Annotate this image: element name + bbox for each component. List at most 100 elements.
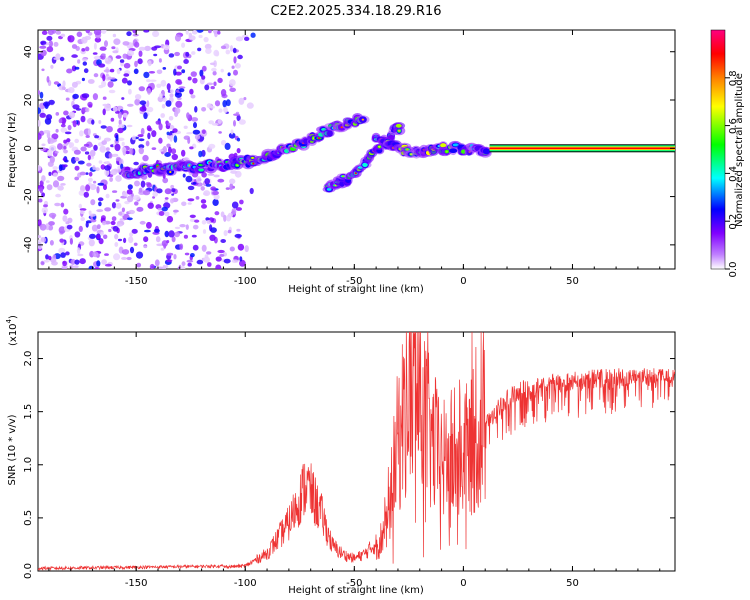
noise-blob	[84, 35, 91, 41]
noise-blob	[176, 97, 182, 100]
noise-blob	[100, 164, 106, 170]
track-core	[326, 188, 332, 191]
noise-blob	[101, 53, 106, 56]
noise-blob	[76, 31, 83, 38]
noise-blob	[183, 234, 188, 239]
noise-blob	[115, 199, 120, 202]
noise-blob	[81, 77, 85, 82]
noise-blob	[169, 89, 174, 93]
noise-blob	[192, 129, 201, 135]
noise-blob	[190, 117, 199, 122]
snr-marks	[38, 332, 675, 571]
track-peak	[406, 148, 409, 151]
noise-blob	[77, 160, 85, 165]
noise-blob	[249, 187, 254, 195]
noise-blob	[196, 176, 202, 184]
noise-blob	[88, 239, 95, 247]
noise-blob	[173, 209, 179, 213]
noise-blob	[102, 103, 108, 107]
noise-blob	[179, 224, 186, 228]
noise-blob	[89, 143, 93, 147]
noise-blob	[112, 225, 119, 232]
noise-blob	[164, 197, 169, 200]
noise-blob	[114, 143, 121, 152]
x-tick-label: -50	[346, 578, 362, 589]
track-core	[395, 123, 402, 128]
noise-blob	[238, 97, 245, 105]
noise-blob	[38, 132, 42, 141]
noise-blob	[135, 251, 144, 259]
noise-blob	[178, 86, 186, 89]
noise-blob	[123, 237, 127, 244]
y-tick-label: 0.0	[23, 563, 34, 579]
x-tick-label: -150	[125, 578, 148, 589]
noise-blob	[54, 151, 59, 154]
track-peak	[252, 162, 255, 165]
noise-blob	[189, 214, 196, 218]
noise-blob	[98, 84, 104, 89]
y-tick-label: 1.5	[23, 404, 34, 420]
noise-blob	[39, 223, 47, 231]
colorbar-label: Normalized spectral amplitude	[734, 73, 745, 227]
noise-blob	[79, 210, 85, 215]
noise-blob	[187, 137, 191, 144]
noise-blob	[195, 196, 200, 200]
noise-blob	[47, 137, 55, 144]
noise-blob	[74, 259, 80, 265]
noise-blob	[181, 201, 187, 207]
noise-blob	[156, 69, 163, 75]
noise-blob	[38, 119, 41, 127]
noise-blob	[231, 65, 235, 69]
noise-blob	[88, 210, 92, 215]
noise-blob	[58, 164, 63, 172]
noise-blob	[53, 81, 60, 85]
noise-blob	[227, 212, 233, 218]
y-tick-label: 0	[23, 145, 34, 151]
noise-blob	[85, 135, 90, 138]
noise-blob	[52, 172, 58, 178]
noise-blob	[117, 111, 122, 120]
noise-blob	[38, 235, 42, 239]
noise-blob	[104, 207, 112, 212]
noise-blob	[168, 116, 174, 121]
noise-blob	[166, 215, 174, 223]
noise-blob	[134, 94, 142, 100]
noise-blob	[55, 193, 61, 198]
noise-blob	[147, 60, 152, 67]
noise-blob	[72, 93, 79, 99]
noise-blob	[239, 199, 244, 205]
noise-blob	[161, 206, 168, 212]
noise-blob	[186, 132, 193, 135]
noise-blob	[39, 186, 43, 194]
noise-blob	[99, 145, 107, 153]
noise-blob	[43, 204, 48, 208]
noise-blob	[236, 148, 241, 154]
noise-blob	[146, 125, 152, 132]
noise-blob	[223, 214, 227, 222]
noise-blob	[88, 104, 93, 108]
noise-blob	[227, 229, 232, 234]
noise-blob	[228, 132, 236, 139]
noise-blob	[201, 129, 206, 134]
noise-blob	[136, 262, 142, 268]
noise-blob	[98, 120, 102, 124]
noise-blob	[217, 77, 223, 84]
noise-blob	[138, 144, 145, 149]
noise-blob	[143, 71, 150, 79]
noise-blob	[214, 211, 220, 216]
noise-blob	[213, 194, 220, 200]
noise-blob	[235, 36, 244, 42]
noise-blob	[188, 35, 196, 41]
noise-blob	[244, 245, 249, 253]
noise-blob	[118, 211, 123, 216]
noise-blob	[103, 184, 107, 191]
noise-blob	[156, 83, 162, 89]
noise-blob	[220, 139, 227, 146]
noise-blob	[91, 119, 95, 125]
noise-blob	[158, 137, 163, 144]
noise-blob	[134, 98, 141, 106]
noise-blob	[47, 161, 54, 167]
noise-blob	[102, 108, 106, 116]
noise-blob	[80, 217, 85, 221]
noise-blob	[223, 106, 228, 113]
